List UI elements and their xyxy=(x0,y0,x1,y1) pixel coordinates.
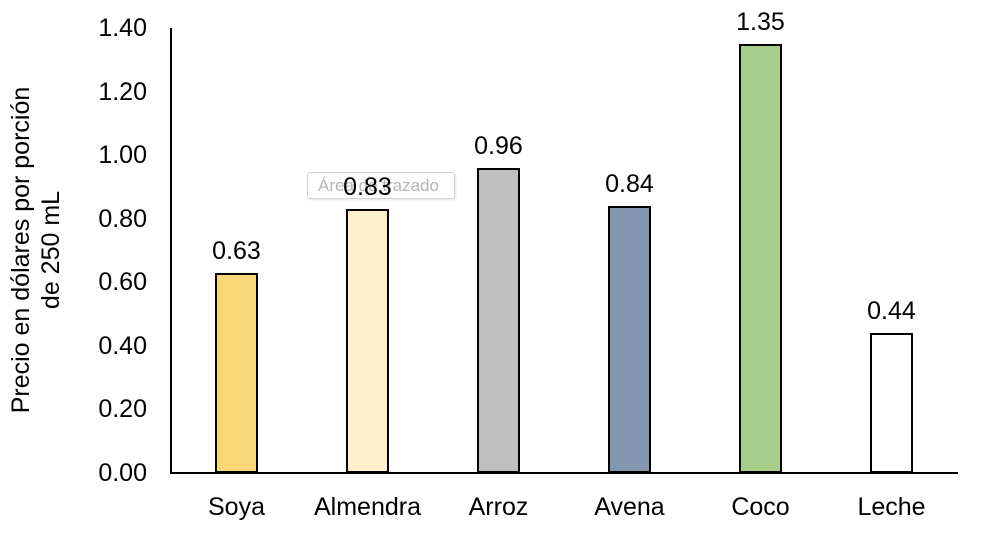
bar-arroz[interactable] xyxy=(477,168,520,473)
bar-almendra[interactable] xyxy=(346,209,389,473)
x-category-label-avena: Avena xyxy=(594,493,665,521)
y-tick-label-0.00: 0.00 xyxy=(98,459,147,487)
y-tick-label-1.20: 1.20 xyxy=(98,77,147,106)
bar-avena[interactable] xyxy=(608,206,651,473)
x-category-label-almendra: Almendra xyxy=(314,493,421,521)
y-tick-label-0.20: 0.20 xyxy=(98,395,147,424)
y-tick-label-0.60: 0.60 xyxy=(98,268,147,297)
bar-value-label-leche: 0.44 xyxy=(867,297,916,325)
bar-value-label-soya: 0.63 xyxy=(212,237,261,265)
bar-value-label-avena: 0.84 xyxy=(605,170,654,198)
bar-leche[interactable] xyxy=(870,333,913,473)
plot-area-tooltip: Área de trazado xyxy=(307,172,455,199)
bar-value-label-coco: 1.35 xyxy=(736,8,785,36)
y-axis-title-line1: Precio en dólares por porción xyxy=(7,86,35,414)
bar-value-label-arroz: 0.96 xyxy=(474,132,523,160)
x-axis-line xyxy=(170,472,958,474)
bar-soya[interactable] xyxy=(215,273,258,473)
x-category-label-arroz: Arroz xyxy=(468,493,529,521)
y-tick-label-1.40: 1.40 xyxy=(98,14,147,42)
x-category-label-soya: Soya xyxy=(208,493,265,521)
x-category-label-coco: Coco xyxy=(731,493,790,521)
y-tick-label-0.80: 0.80 xyxy=(98,204,147,233)
y-axis-line xyxy=(170,28,172,474)
bar-coco[interactable] xyxy=(739,44,782,473)
bar-value-label-almendra: 0.83 xyxy=(343,173,392,201)
y-tick-label-0.40: 0.40 xyxy=(98,331,147,360)
y-tick-label-1.00: 1.00 xyxy=(98,141,147,170)
x-category-label-leche: Leche xyxy=(857,493,926,521)
